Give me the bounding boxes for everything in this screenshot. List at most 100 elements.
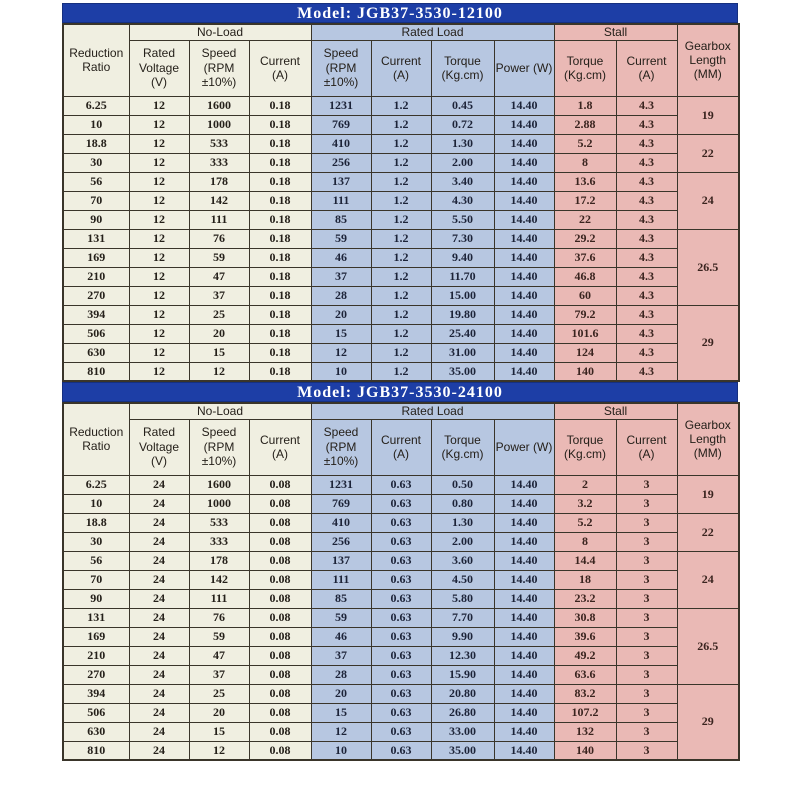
table-cell: 137 <box>310 171 372 192</box>
table-cell: 0.63 <box>370 645 432 666</box>
table-cell: 14.40 <box>493 645 555 666</box>
table-cell: 4.3 <box>615 342 678 363</box>
table-cell: 12 <box>128 95 190 116</box>
table-cell: 7.30 <box>430 228 495 249</box>
table-cell: 37 <box>188 285 250 306</box>
table-cell: 12 <box>128 152 190 173</box>
table-cell: 24 <box>128 531 190 552</box>
table-cell: 14.40 <box>493 133 555 154</box>
table-cell: 0.18 <box>248 323 312 344</box>
table-cell: 1.2 <box>370 95 432 116</box>
table-cell: 70 <box>62 569 130 590</box>
table-cell: 24 <box>128 607 190 628</box>
col-header-gearbox-length: Gearbox Length (MM) <box>676 23 740 97</box>
table-cell: 14.40 <box>493 285 555 306</box>
table-cell: 3.40 <box>430 171 495 192</box>
table-cell: 25.40 <box>430 323 495 344</box>
table-row: 30 12 333 0.18 256 1.2 2.00 14.40 8 4.3 <box>62 152 739 173</box>
table-cell: 6.25 <box>62 474 130 495</box>
table-cell: 124 <box>553 342 617 363</box>
table-cell: 24 <box>128 664 190 685</box>
table-cell: 76 <box>188 228 250 249</box>
table-cell: 0.18 <box>248 304 312 325</box>
col-header-stall-torque: Torque (Kg.cm) <box>553 39 617 97</box>
table-cell: 1.2 <box>370 114 432 135</box>
table-cell: 3 <box>615 626 678 647</box>
table-cell: 0.63 <box>370 664 432 685</box>
table-cell: 0.08 <box>248 721 312 742</box>
table-cell: 14.40 <box>493 190 555 211</box>
col-header-stall-current: Current (A) <box>615 39 678 97</box>
table-cell: 14.40 <box>493 209 555 230</box>
table-cell: 1.30 <box>430 133 495 154</box>
table-cell: 0.63 <box>370 740 432 761</box>
table-cell: 85 <box>310 588 372 609</box>
table-cell: 18.8 <box>62 133 130 154</box>
table-row: 6.25 24 1600 0.08 1231 0.63 0.50 14.40 2 3 19 <box>62 474 740 514</box>
table-cell: 2 <box>553 474 617 495</box>
gearbox-length-cell: 22 <box>676 512 740 552</box>
table-cell: 37.6 <box>553 247 617 268</box>
table-cell: 0.63 <box>370 626 432 647</box>
table-cell: 3 <box>615 569 678 590</box>
group-header-rated-load: Rated Load <box>310 23 555 41</box>
table-cell: 0.63 <box>370 702 432 723</box>
table-cell: 12 <box>310 342 372 363</box>
table-cell: 111 <box>310 190 372 211</box>
table-cell: 0.08 <box>248 474 312 495</box>
table-cell: 178 <box>188 171 250 192</box>
table-cell: 47 <box>188 266 250 287</box>
table-cell: 101.6 <box>553 323 617 344</box>
table-cell: 0.18 <box>248 209 312 230</box>
table-cell: 410 <box>310 512 372 533</box>
spec-section-12v: Model: JGB37-3530-12100 Reduction Ratio … <box>62 3 740 382</box>
table-cell: 25 <box>188 683 250 704</box>
table-cell: 4.3 <box>615 114 678 135</box>
table-cell: 18 <box>553 569 617 590</box>
table-cell: 3 <box>615 721 678 742</box>
table-cell: 4.3 <box>615 209 678 230</box>
table-cell: 3 <box>615 588 678 609</box>
table-cell: 90 <box>62 588 130 609</box>
table-cell: 107.2 <box>553 702 617 723</box>
table-cell: 4.3 <box>615 152 678 173</box>
table-cell: 20.80 <box>430 683 495 704</box>
spec-section-24v: Model: JGB37-3530-24100 Reduction Ratio … <box>62 382 740 761</box>
table-cell: 17.2 <box>553 190 617 211</box>
table-cell: 0.18 <box>248 133 312 154</box>
group-header-no-load: No-Load <box>128 23 312 41</box>
table-cell: 142 <box>188 190 250 211</box>
table-cell: 63.6 <box>553 664 617 685</box>
table-cell: 12.30 <box>430 645 495 666</box>
table-cell: 270 <box>62 285 130 306</box>
spec-table-24v: Reduction Ratio No-Load Rated Load Stall… <box>62 402 740 761</box>
table-cell: 12 <box>128 133 190 154</box>
table-cell: 25 <box>188 304 250 325</box>
table-cell: 6.25 <box>62 95 130 116</box>
table-cell: 14.40 <box>493 512 555 533</box>
gearbox-length-cell: 19 <box>676 95 740 135</box>
table-cell: 0.18 <box>248 342 312 363</box>
col-header-rated-current: Current (A) <box>370 418 432 476</box>
table-cell: 0.63 <box>370 531 432 552</box>
table-cell: 90 <box>62 209 130 230</box>
table-cell: 24 <box>128 702 190 723</box>
table-cell: 137 <box>310 550 372 571</box>
table-cell: 24 <box>128 683 190 704</box>
table-row: 630 24 15 0.08 12 0.63 33.00 14.40 132 3 <box>62 721 739 742</box>
table-cell: 14.40 <box>493 569 555 590</box>
table-cell: 4.3 <box>615 361 678 382</box>
table-cell: 0.18 <box>248 247 312 268</box>
table-cell: 59 <box>188 626 250 647</box>
table-cell: 0.08 <box>248 664 312 685</box>
table-cell: 31.00 <box>430 342 495 363</box>
table-cell: 12 <box>128 171 190 192</box>
table-cell: 142 <box>188 569 250 590</box>
table-cell: 9.90 <box>430 626 495 647</box>
col-header-noload-speed: Speed (RPM ±10%) <box>188 39 250 97</box>
table-cell: 3.60 <box>430 550 495 571</box>
table-cell: 29.2 <box>553 228 617 249</box>
table-cell: 11.70 <box>430 266 495 287</box>
group-header-stall: Stall <box>553 23 678 41</box>
table-cell: 12 <box>128 209 190 230</box>
